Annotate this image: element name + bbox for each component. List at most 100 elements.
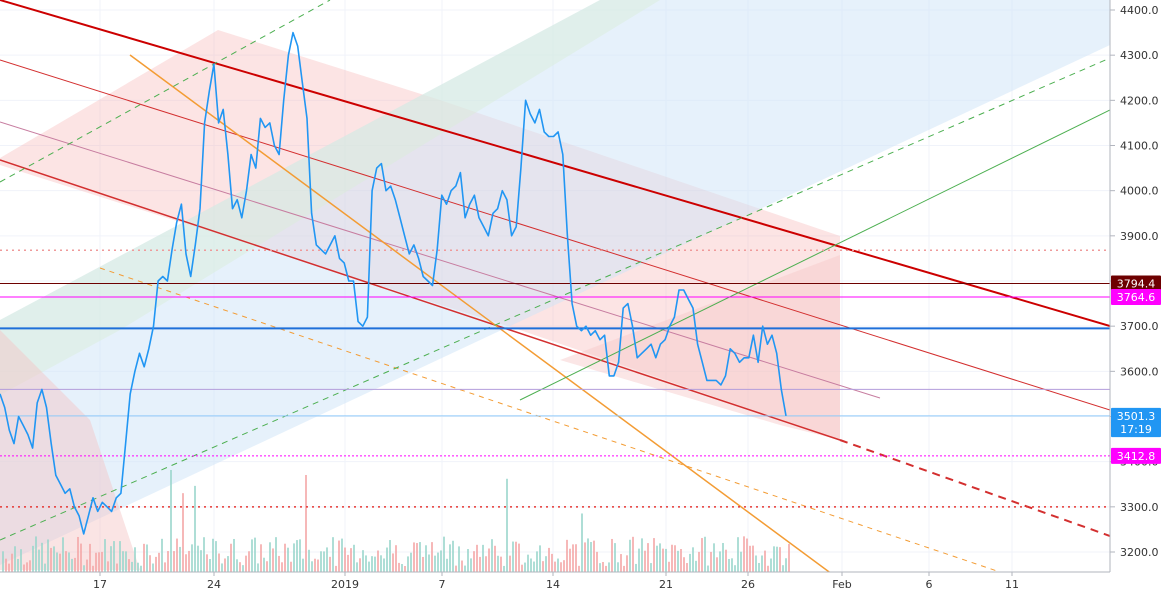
volume-bar <box>695 560 697 572</box>
volume-bar <box>749 545 751 572</box>
volume-bar <box>782 565 784 572</box>
volume-bar <box>380 555 382 572</box>
fib-line <box>129 54 831 572</box>
volume-bar <box>305 474 307 572</box>
volume-bar <box>332 537 334 572</box>
volume-bar <box>650 563 652 572</box>
volume-bar <box>65 551 67 572</box>
volume-bar <box>137 562 139 572</box>
volume-bar <box>80 543 82 572</box>
volume-bar <box>5 558 7 572</box>
volume-bar <box>347 554 349 572</box>
volume-bar <box>209 559 211 572</box>
volume-bar <box>329 556 331 572</box>
volume-bar <box>713 543 715 572</box>
volume-bar <box>770 558 772 572</box>
volume-bar <box>614 543 616 572</box>
volume-bar <box>626 555 628 572</box>
volume-bar <box>338 540 340 572</box>
volume-bar <box>95 552 97 572</box>
volume-bar <box>731 558 733 572</box>
volume-bar <box>551 553 553 572</box>
volume-bar <box>116 563 118 572</box>
volume-bar <box>53 546 55 572</box>
volume-bar <box>377 550 379 572</box>
volume-bar <box>23 564 25 572</box>
x-tick-label: 24 <box>207 578 221 591</box>
volume-bar <box>638 548 640 572</box>
volume-bar <box>17 558 19 572</box>
price-label-text: 3412.8 <box>1117 450 1156 463</box>
volume-bar <box>398 562 400 572</box>
volume-bar <box>263 557 265 572</box>
volume-bar <box>368 561 370 572</box>
volume-bar <box>50 547 52 572</box>
volume-bar <box>110 546 112 572</box>
volume-bar <box>344 547 346 572</box>
volume-bar <box>335 565 337 572</box>
volume-bar <box>389 540 391 572</box>
price-line[interactable] <box>0 31 787 535</box>
drawing-fill-3 <box>0 330 140 570</box>
volume-bar <box>107 561 109 572</box>
volume-bar <box>230 543 232 572</box>
volume-bar <box>92 565 94 572</box>
volume-bar <box>392 553 394 572</box>
volume-bar <box>674 545 676 572</box>
fib-dashed-line <box>99 267 1001 572</box>
volume-bar <box>35 536 37 572</box>
volume-bar <box>458 546 460 572</box>
volume-bar <box>362 550 364 572</box>
volume-bar <box>488 548 490 572</box>
volume-bar <box>212 538 214 572</box>
volume-bar <box>203 537 205 572</box>
y-tick-label: 3300.0 <box>1120 501 1159 514</box>
volume-bar <box>623 565 625 572</box>
price-label-box <box>1111 288 1161 305</box>
volume-bar <box>425 545 427 572</box>
volume-bar <box>785 558 787 572</box>
volume-bar <box>446 558 448 572</box>
volume-bar <box>77 536 79 572</box>
volume-bar <box>500 556 502 572</box>
volume-bar <box>266 561 268 572</box>
price-label-box <box>1111 447 1161 464</box>
volume-bar <box>164 562 166 572</box>
drawing-lines <box>0 0 1110 572</box>
volume-bar <box>29 560 31 572</box>
volume-bar <box>272 548 274 572</box>
volume-bar <box>620 554 622 572</box>
volume-bar <box>317 559 319 572</box>
volume-bar <box>365 555 367 572</box>
volume-bar <box>290 561 292 572</box>
volume-bar <box>146 544 148 572</box>
volume-bar <box>584 542 586 572</box>
volume-bar <box>440 550 442 572</box>
x-tick-label: 17 <box>93 578 107 591</box>
volume-bar <box>284 543 286 572</box>
volume-bar <box>716 557 718 572</box>
volume-bar <box>233 538 235 572</box>
volume-bar <box>176 538 178 572</box>
volume-bar <box>647 543 649 572</box>
volume-bar <box>452 540 454 572</box>
volume-bar <box>341 538 343 572</box>
volume-bar <box>740 551 742 572</box>
volume-bar <box>464 565 466 572</box>
volume-bar <box>68 552 70 572</box>
drawing-fill-2 <box>0 0 660 395</box>
volume-bar <box>83 565 85 572</box>
volume-bar <box>41 542 43 572</box>
y-tick-label: 4100.0 <box>1120 140 1159 153</box>
volume-bar <box>161 538 163 572</box>
volume-bar <box>359 558 361 572</box>
volume-bar <box>293 543 295 572</box>
price-label-text: 3501.3 <box>1117 410 1156 423</box>
volume-bar <box>443 536 445 572</box>
volume-bar <box>104 539 106 572</box>
volume-bar <box>761 555 763 572</box>
volume-bar <box>350 548 352 572</box>
green-trend-line <box>519 109 1110 401</box>
volume-bar <box>659 543 661 572</box>
